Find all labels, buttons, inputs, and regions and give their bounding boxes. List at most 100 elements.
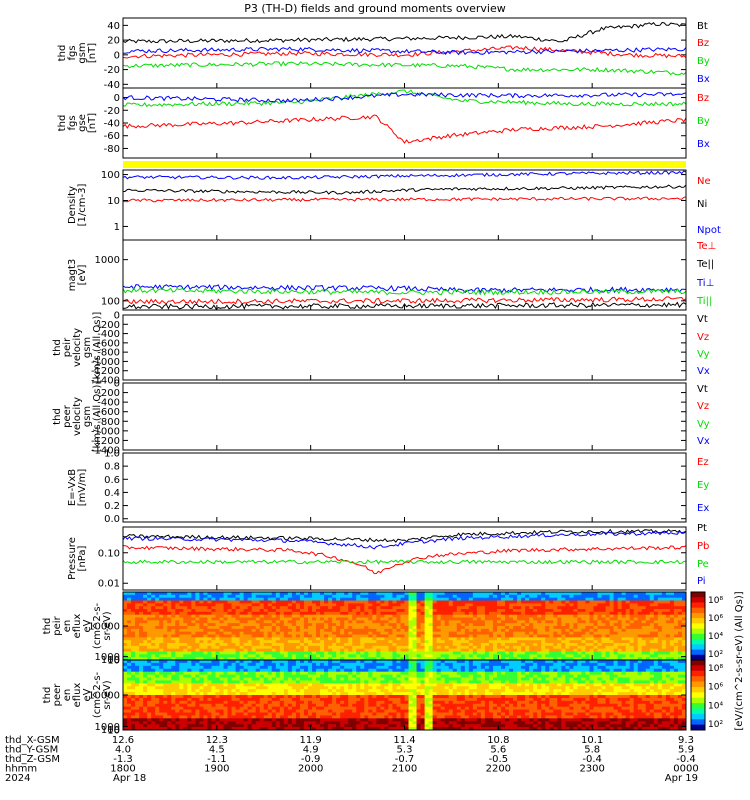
heatmap-cell (324, 660, 329, 664)
heatmap-cell (316, 686, 321, 690)
heatmap-cell (328, 715, 333, 719)
heatmap-cell (384, 626, 389, 630)
heatmap-cell (661, 651, 667, 655)
heatmap-cell (384, 606, 389, 610)
heatmap-cell (392, 657, 397, 661)
heatmap-cell (279, 603, 285, 607)
heatmap-cell (505, 603, 510, 607)
heatmap-cell (219, 654, 225, 658)
heatmap-cell (231, 703, 237, 708)
heatmap-cell (247, 620, 253, 624)
heatmap-cell (368, 657, 373, 661)
heatmap-cell (235, 643, 241, 647)
heatmap-cell (585, 640, 590, 644)
heatmap-cell (279, 609, 285, 613)
heatmap-cell (243, 683, 249, 687)
heatmap-cell (239, 692, 245, 696)
heatmap-cell (303, 709, 309, 713)
heatmap-cell (645, 620, 651, 624)
heatmap-cell (316, 643, 321, 647)
heatmap-cell (167, 603, 172, 607)
heatmap-cell (553, 603, 558, 607)
heatmap-cell (263, 721, 269, 725)
heatmap-cell (537, 631, 542, 635)
heatmap-cell (444, 628, 450, 633)
heatmap-cell (605, 657, 611, 661)
heatmap-cell (179, 617, 184, 621)
heatmap-cell (147, 617, 152, 621)
heatmap-cell (601, 628, 607, 633)
heatmap-cell (251, 631, 257, 635)
heatmap-cell (428, 594, 434, 599)
heatmap-cell (199, 724, 204, 728)
heatmap-cell (179, 686, 184, 690)
heatmap-cell (255, 709, 261, 713)
heatmap-cell (476, 628, 482, 633)
heatmap-cell (448, 603, 454, 607)
heatmap-cell (657, 654, 663, 658)
heatmap-cell (227, 689, 233, 693)
heatmap-cell (336, 637, 341, 641)
heatmap-cell (340, 651, 345, 655)
heatmap-cell (147, 600, 152, 604)
heatmap-cell (211, 631, 216, 635)
heatmap-cell (629, 628, 635, 633)
heatmap-cell (488, 648, 494, 652)
heatmap-cell (171, 643, 176, 647)
heatmap-cell (533, 654, 538, 658)
heatmap-cell (283, 592, 289, 596)
legend-Pi: Pi (697, 576, 706, 587)
heatmap-cell (263, 606, 269, 610)
y-tick-label: -200 (97, 320, 120, 331)
heatmap-cell (275, 686, 281, 690)
heatmap-cell (460, 600, 466, 604)
heatmap-cell (348, 680, 353, 684)
heatmap-cell (653, 592, 659, 596)
heatmap-cell (239, 606, 245, 610)
heatmap-cell (167, 648, 172, 652)
heatmap-cell (488, 620, 494, 624)
heatmap-cell (488, 600, 494, 604)
heatmap-cell (131, 697, 136, 702)
heatmap-cell (312, 617, 317, 621)
heatmap-cell (147, 606, 152, 610)
y-axis-label: [km/s (All Qs)] (92, 381, 103, 453)
heatmap-cell (139, 706, 144, 711)
heatmap-cell (621, 628, 627, 633)
heatmap-cell (416, 623, 422, 627)
heatmap-cell (404, 654, 410, 658)
y-tick-label: -1000 (91, 357, 120, 368)
heatmap-cell (159, 640, 164, 644)
heatmap-cell (247, 592, 253, 596)
heatmap-cell (171, 709, 176, 713)
heatmap-cell (480, 648, 486, 652)
heatmap-cell (215, 727, 221, 731)
heatmap-cell (577, 631, 582, 635)
legend-Te||: Te|| (696, 259, 714, 270)
heatmap-cell (537, 640, 542, 644)
heatmap-cell (348, 628, 353, 633)
heatmap-cell (480, 634, 486, 638)
heatmap-cell (557, 600, 562, 604)
heatmap-cell (123, 643, 128, 647)
heatmap-cell (517, 634, 522, 638)
heatmap-cell (328, 626, 333, 630)
heatmap-cell (332, 709, 337, 713)
heatmap-cell (661, 603, 667, 607)
heatmap-cell (336, 700, 341, 705)
heatmap-cell (344, 600, 349, 604)
heatmap-cell (344, 609, 349, 613)
heatmap-cell (299, 683, 305, 687)
heatmap-cell (577, 623, 582, 627)
heatmap-cell (408, 637, 414, 641)
heatmap-cell (436, 640, 442, 644)
heatmap-cell (677, 597, 683, 601)
heatmap-cell (525, 645, 530, 650)
heatmap-cell (448, 628, 454, 633)
heatmap-cell (263, 654, 269, 658)
heatmap-cell (247, 643, 253, 647)
heatmap-cell (251, 671, 257, 676)
heatmap-cell (360, 634, 365, 638)
heatmap-cell (320, 643, 325, 647)
heatmap-cell (669, 640, 675, 644)
